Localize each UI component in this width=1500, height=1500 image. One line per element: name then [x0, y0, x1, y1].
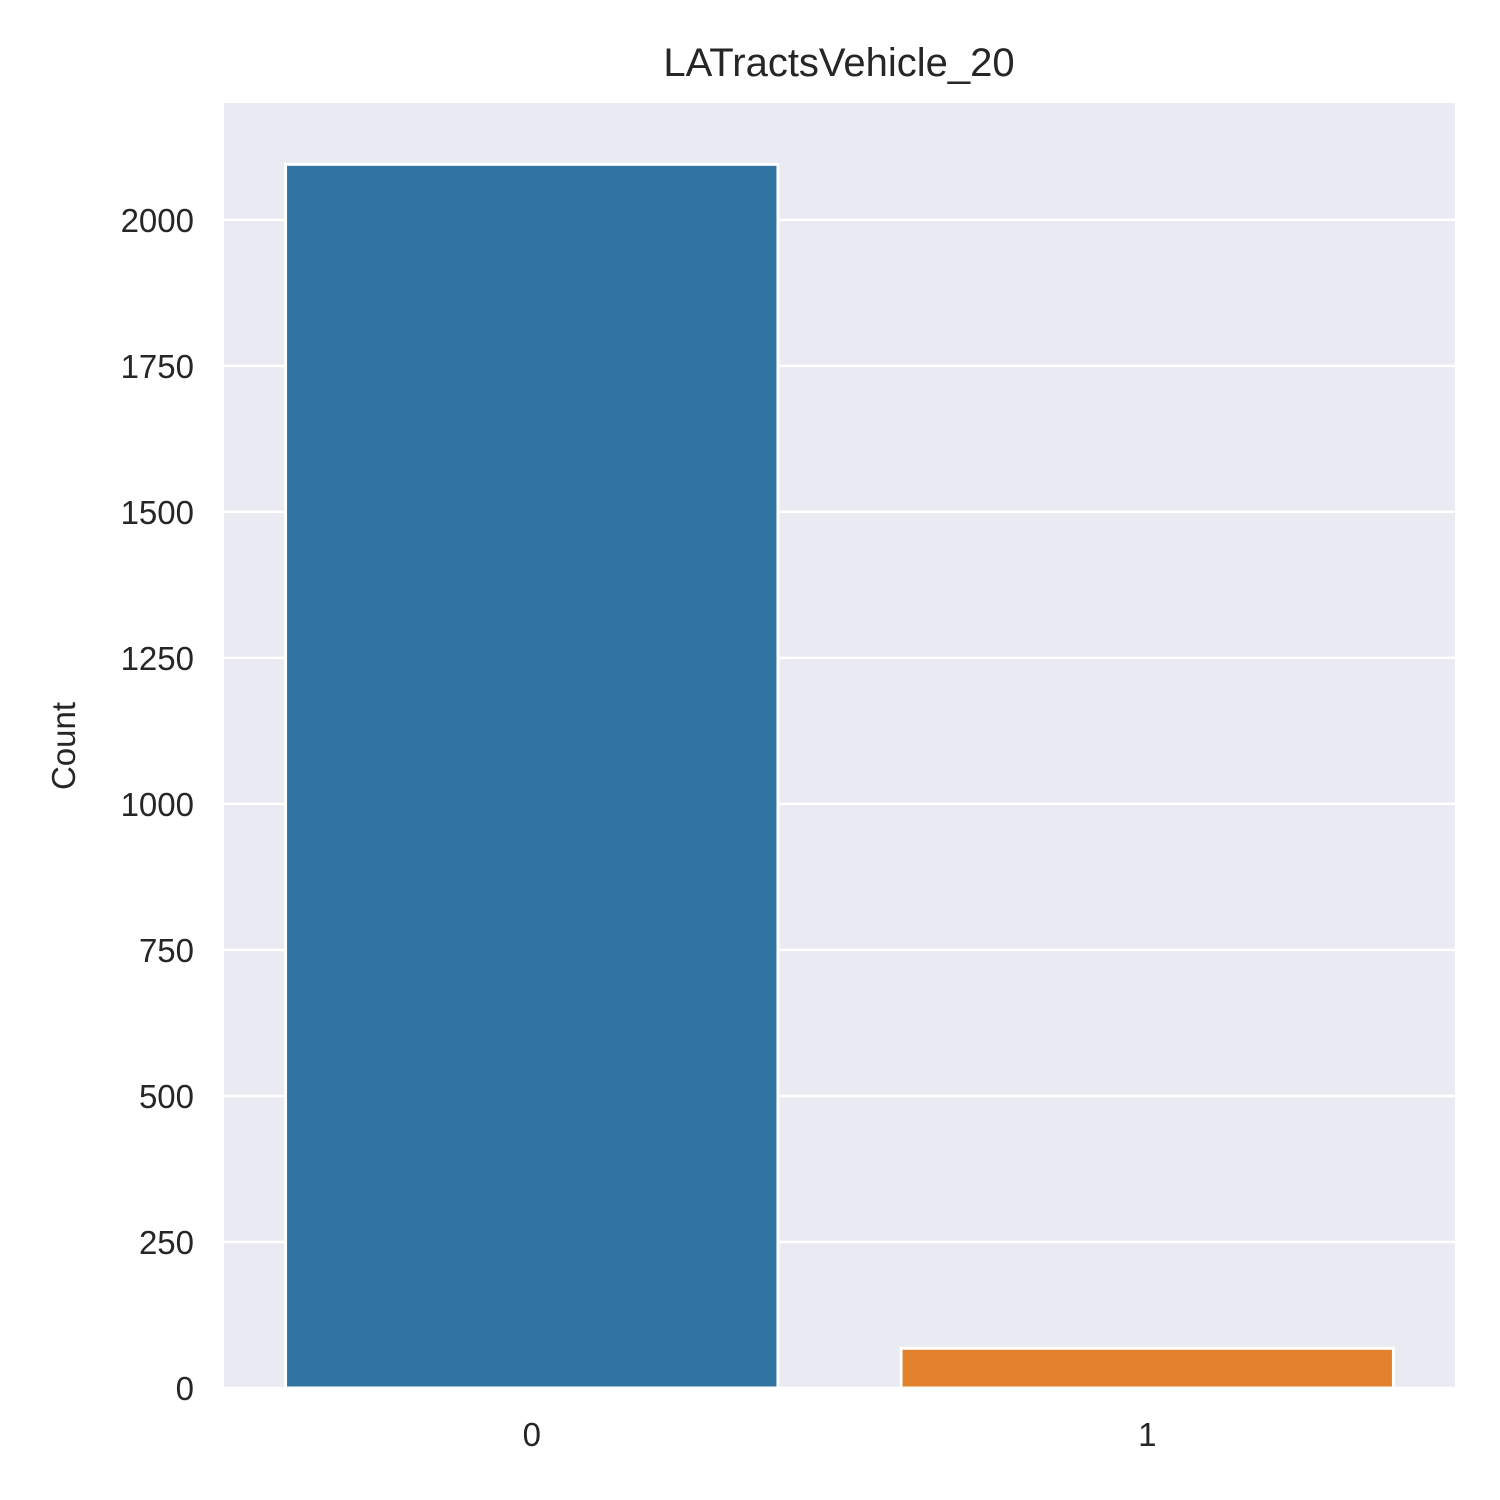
chart-title: LATractsVehicle_20 — [663, 41, 1014, 85]
y-tick-label: 250 — [139, 1224, 194, 1261]
bar-1 — [899, 1346, 1395, 1390]
y-tick-label: 1000 — [121, 786, 194, 823]
y-tick-label: 1250 — [121, 640, 194, 677]
y-tick-label: 1750 — [121, 348, 194, 385]
y-tick-label: 0 — [176, 1370, 194, 1407]
bars — [284, 162, 1395, 1390]
y-tick-label: 500 — [139, 1078, 194, 1115]
y-tick-label: 1500 — [121, 494, 194, 531]
x-tick-label: 0 — [523, 1416, 541, 1453]
bar-0 — [284, 162, 780, 1390]
y-tick-labels: 0 250 500 750 1000 1250 1500 1750 2000 — [121, 202, 194, 1407]
y-tick-label: 750 — [139, 932, 194, 969]
y-tick-label: 2000 — [121, 202, 194, 239]
x-tick-label: 1 — [1138, 1416, 1156, 1453]
y-axis-label: Count — [45, 702, 82, 790]
